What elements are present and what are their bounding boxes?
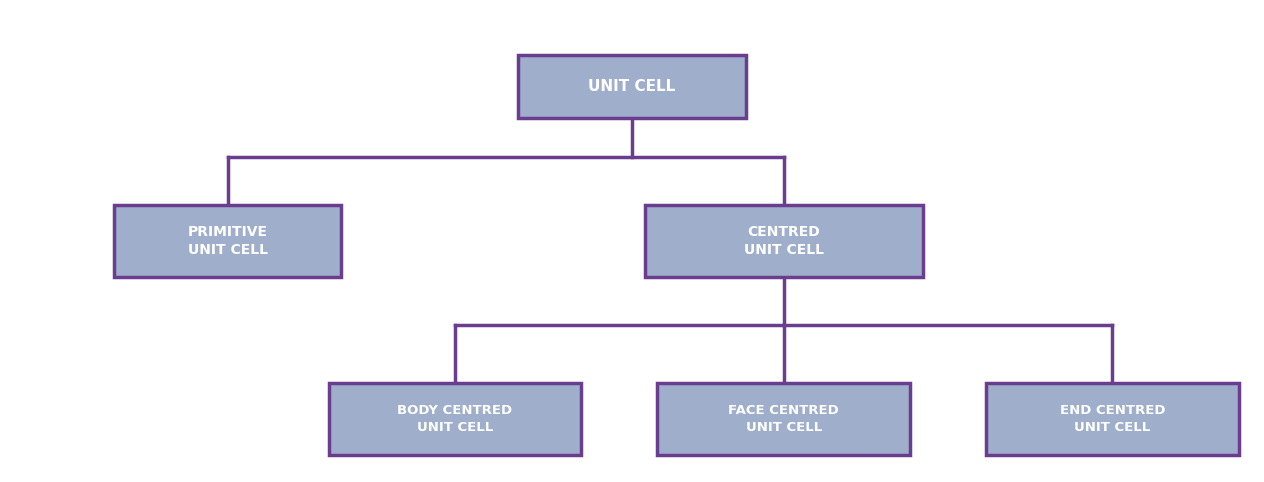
FancyBboxPatch shape <box>518 55 746 118</box>
Text: FACE CENTRED
UNIT CELL: FACE CENTRED UNIT CELL <box>728 404 839 434</box>
Text: PRIMITIVE
UNIT CELL: PRIMITIVE UNIT CELL <box>187 225 268 257</box>
FancyBboxPatch shape <box>114 205 341 277</box>
FancyBboxPatch shape <box>645 205 923 277</box>
Text: END CENTRED
UNIT CELL: END CENTRED UNIT CELL <box>1059 404 1165 434</box>
FancyBboxPatch shape <box>657 383 910 455</box>
Text: CENTRED
UNIT CELL: CENTRED UNIT CELL <box>743 225 824 257</box>
Text: BODY CENTRED
UNIT CELL: BODY CENTRED UNIT CELL <box>397 404 513 434</box>
FancyBboxPatch shape <box>986 383 1239 455</box>
FancyBboxPatch shape <box>329 383 581 455</box>
Text: UNIT CELL: UNIT CELL <box>588 79 676 94</box>
